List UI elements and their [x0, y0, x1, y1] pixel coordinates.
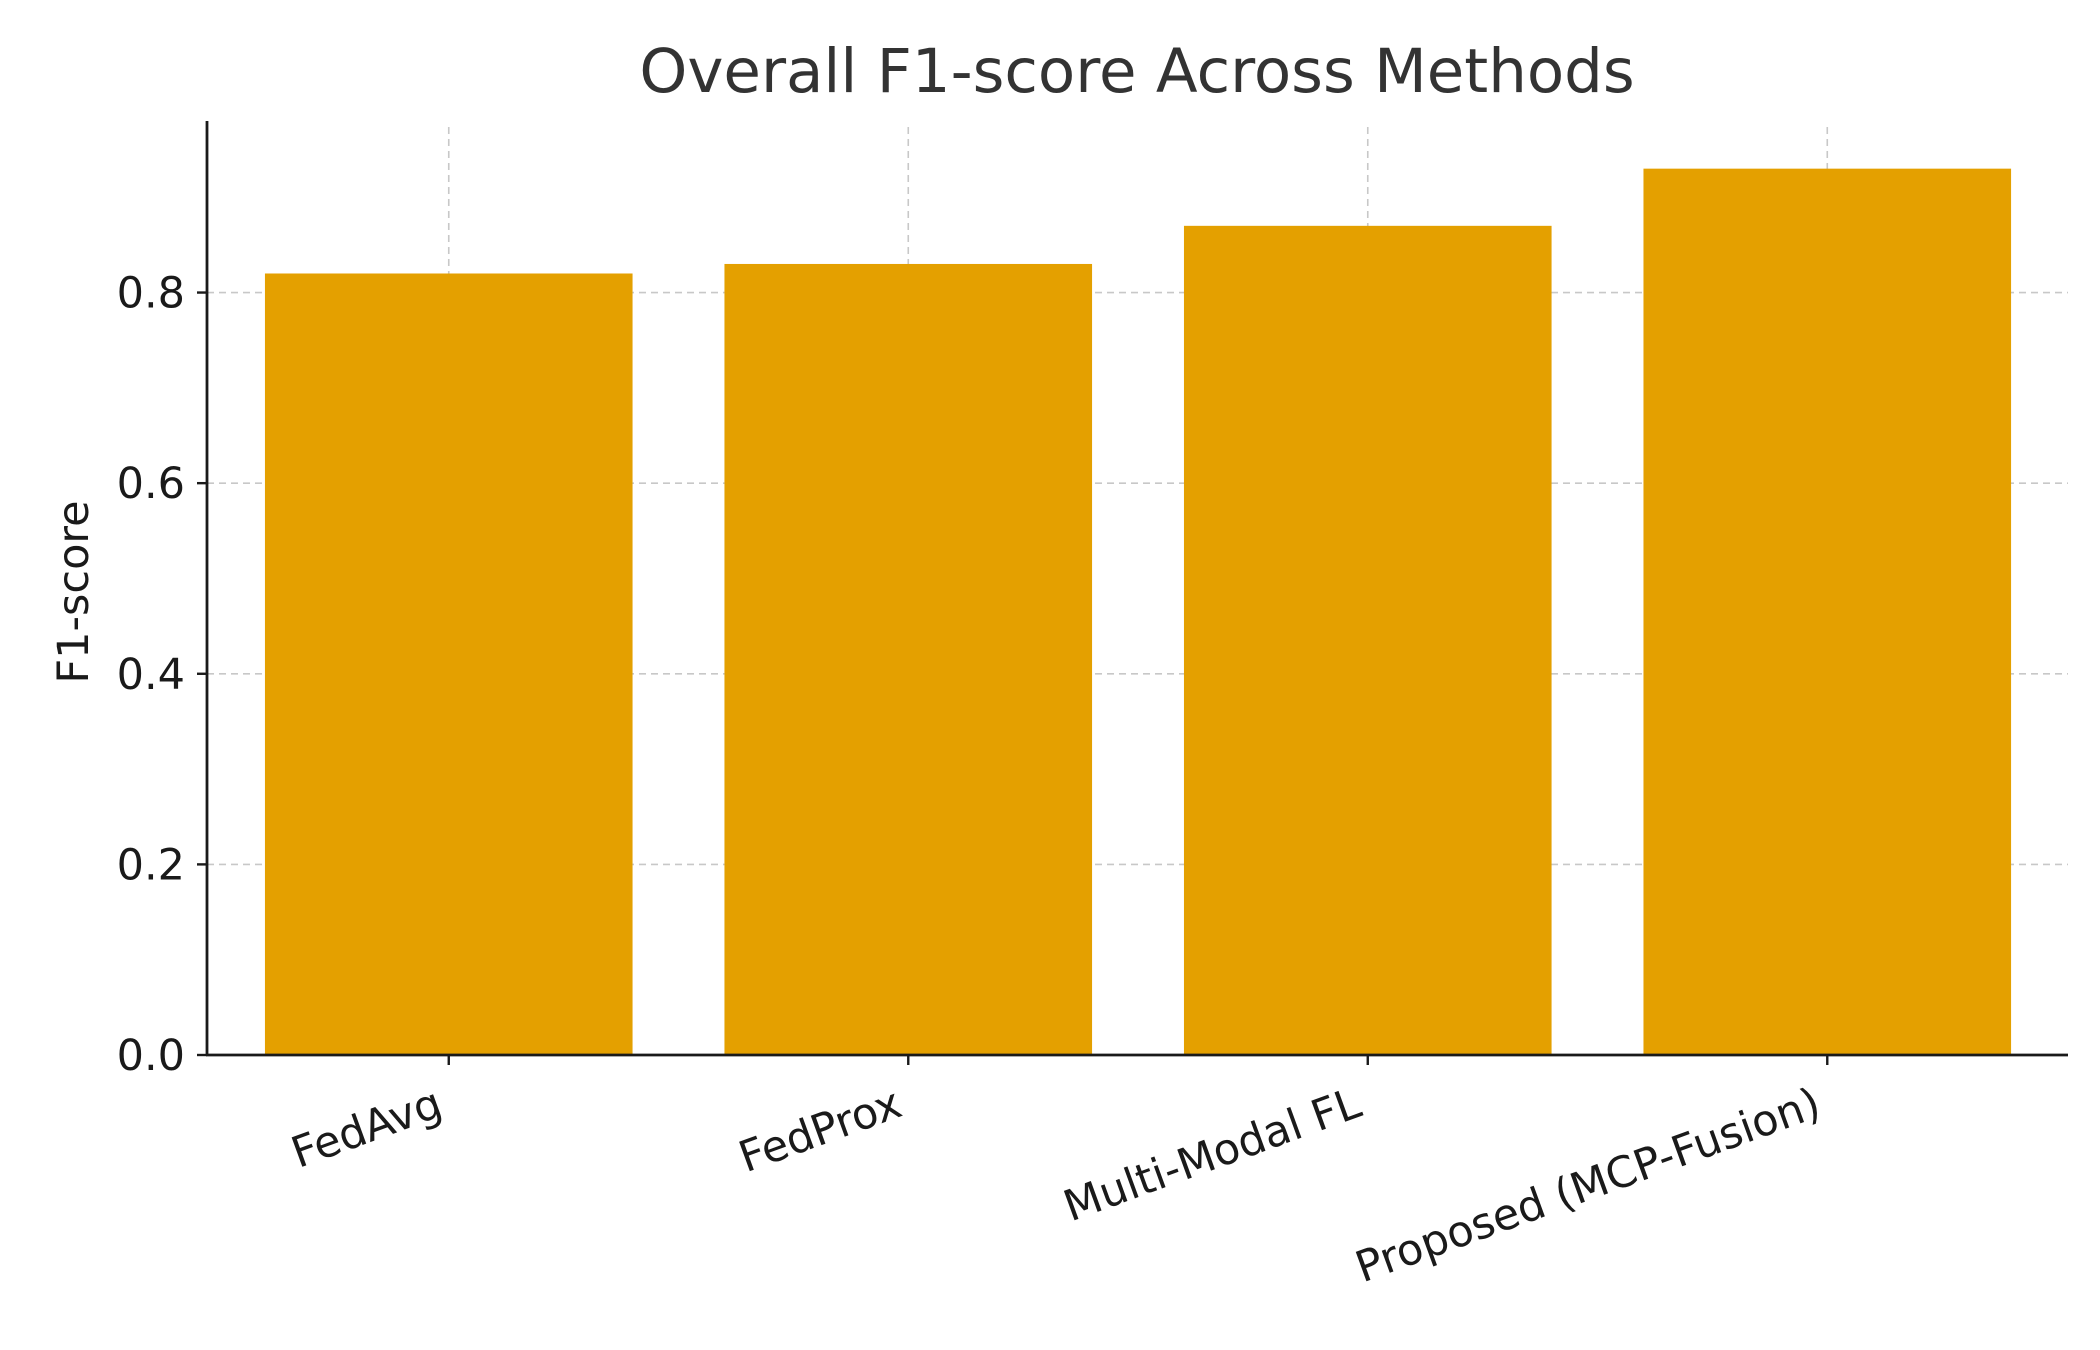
bar-multi-modal-fl: [1183, 225, 1552, 1055]
bar-fedavg: [264, 273, 633, 1055]
y-tick-label: 0.6: [117, 459, 185, 509]
bar-fedprox: [724, 263, 1093, 1055]
y-tick-label: 0.2: [117, 840, 185, 890]
chart-title: Overall F1-score Across Methods: [639, 36, 1634, 107]
x-tick-label: FedProx: [733, 1078, 908, 1183]
y-tick-label: 0.8: [117, 269, 185, 319]
x-tick-label: Multi-Modal FL: [1057, 1078, 1367, 1232]
x-tick-label: FedAvg: [285, 1078, 448, 1178]
x-tick-label: Proposed (MCP-Fusion): [1349, 1078, 1827, 1293]
y-tick-label: 0.0: [117, 1031, 185, 1081]
bar-proposed-mcp-fusion: [1643, 168, 2012, 1055]
y-axis-label: F1-score: [49, 500, 99, 683]
y-tick-label: 0.4: [117, 650, 185, 700]
y-ticks: 0.0 0.2 0.4 0.6 0.8: [117, 269, 207, 1081]
bars: [264, 168, 2012, 1055]
axes: [205, 121, 2068, 1057]
